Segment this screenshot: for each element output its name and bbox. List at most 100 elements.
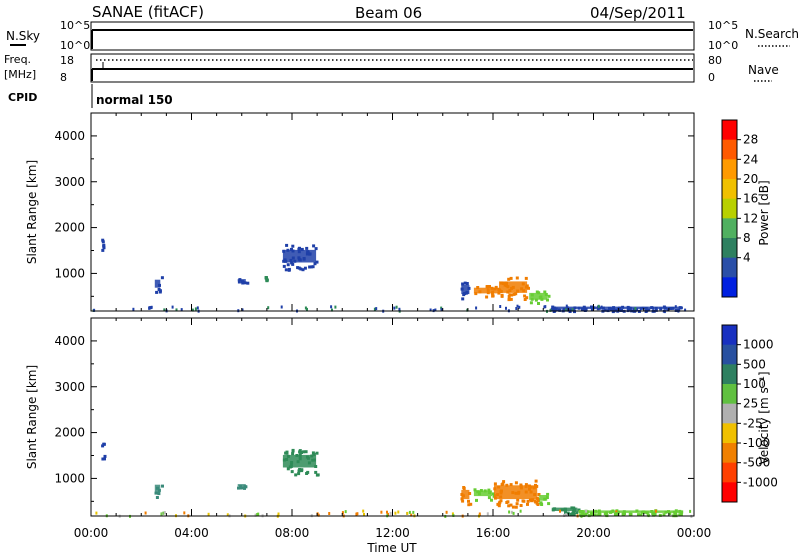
power-cell	[500, 293, 504, 297]
power-ytick-label: 3000	[54, 175, 85, 189]
power-cell	[463, 281, 467, 285]
velocity-cell	[160, 512, 163, 516]
velocity-cell	[546, 492, 550, 496]
velocity-cell	[638, 513, 642, 517]
velocity-colorbar-label-tick: 500	[743, 357, 766, 371]
velocity-cell	[478, 512, 481, 516]
power-cell	[565, 304, 568, 308]
velocity-cell	[290, 470, 294, 474]
power-cell	[246, 281, 250, 285]
power-colorbar-swatch	[722, 257, 737, 278]
velocity-cell	[689, 509, 692, 513]
velocity-cell	[537, 493, 541, 496]
power-cell	[265, 276, 268, 280]
velocity-cell	[493, 482, 497, 486]
power-cell	[434, 308, 437, 312]
power-cell	[475, 306, 478, 310]
power-ytick-label: 2000	[54, 221, 85, 235]
power-cell	[635, 308, 639, 312]
velocity-cell	[501, 482, 505, 486]
power-cell	[171, 305, 174, 309]
power-cluster	[473, 287, 500, 294]
power-cell	[609, 307, 613, 311]
velocity-cell	[311, 451, 315, 455]
power-cell	[196, 306, 199, 310]
velocity-cell	[679, 512, 683, 516]
station-title: SANAE (fitACF)	[92, 3, 204, 21]
velocity-cell	[163, 511, 166, 515]
velocity-cell	[380, 510, 383, 514]
velocity-cell	[101, 444, 105, 448]
power-cell	[93, 308, 96, 312]
power-colorbar: 28 24 20 16 12 8 4	[721, 119, 758, 298]
x-tick-label: 20:00	[576, 526, 611, 540]
x-axis-label: Time UT	[366, 541, 417, 554]
velocity-cluster	[539, 495, 548, 501]
power-cell	[373, 307, 376, 311]
velocity-cell	[512, 511, 515, 515]
velocity-cell	[316, 473, 320, 477]
velocity-cell	[593, 513, 597, 517]
freq-right-tick-low: 0	[708, 71, 715, 84]
power-colorbar-label-tick: 24	[743, 152, 758, 166]
velocity-cell	[526, 499, 530, 503]
velocity-cell	[473, 488, 477, 492]
velocity-cell	[95, 511, 98, 515]
velocity-cell	[341, 511, 344, 515]
power-ytick-label: 4000	[54, 129, 85, 143]
power-colorbar-swatch	[722, 139, 737, 160]
power-cell	[175, 308, 178, 312]
power-cell	[544, 305, 547, 309]
velocity-cell	[490, 498, 493, 502]
velocity-cell	[412, 510, 415, 514]
power-cell	[290, 261, 294, 265]
power-cell	[612, 308, 616, 312]
power-cell	[558, 308, 562, 312]
velocity-cell	[535, 496, 539, 500]
velocity-cell	[526, 502, 529, 506]
beam-title: Beam 06	[355, 4, 422, 22]
power-cell	[267, 306, 270, 310]
power-cell	[242, 281, 246, 285]
velocity-cell	[531, 498, 535, 502]
velocity-cell	[300, 469, 304, 473]
power-colorbar-label-tick: 28	[743, 133, 758, 147]
power-cell	[315, 260, 319, 264]
velocity-cell	[516, 498, 520, 502]
power-cell	[514, 292, 518, 296]
power-cell	[465, 282, 469, 285]
velocity-cell	[505, 501, 509, 504]
power-colorbar-frame	[721, 119, 738, 298]
power-cell	[564, 308, 567, 312]
velocity-cell	[328, 512, 331, 515]
power-ylabel: Slant Range [km]	[25, 160, 39, 264]
power-cell	[523, 298, 527, 301]
velocity-cell	[386, 510, 388, 514]
power-cell	[584, 307, 588, 311]
power-cell	[312, 244, 316, 248]
freq-label-2: [MHz]	[4, 68, 36, 81]
velocity-cell	[590, 511, 594, 515]
power-cell	[160, 276, 164, 280]
power-cell	[334, 305, 337, 309]
velocity-cell	[317, 513, 320, 517]
velocity-cell	[445, 510, 448, 514]
power-cell	[314, 247, 318, 251]
power-colorbar-swatch	[722, 120, 737, 141]
power-cell	[603, 308, 607, 312]
power-cell	[525, 296, 529, 300]
power-cell	[507, 295, 511, 298]
velocity-colorbar-swatch	[722, 344, 737, 365]
velocity-cluster	[154, 484, 161, 493]
velocity-cell	[570, 512, 574, 516]
power-cell	[291, 244, 295, 248]
velocity-colorbar-label-tick: 25	[743, 397, 758, 411]
power-cell	[180, 308, 183, 312]
velocity-colorbar-swatch	[722, 462, 737, 483]
power-colorbar-label-tick: 8	[743, 231, 751, 245]
power-cell	[549, 308, 552, 312]
power-cell	[148, 306, 151, 310]
velocity-cell	[103, 454, 107, 458]
velocity-cell	[300, 451, 303, 454]
freq-right-tick-high: 80	[708, 54, 722, 67]
